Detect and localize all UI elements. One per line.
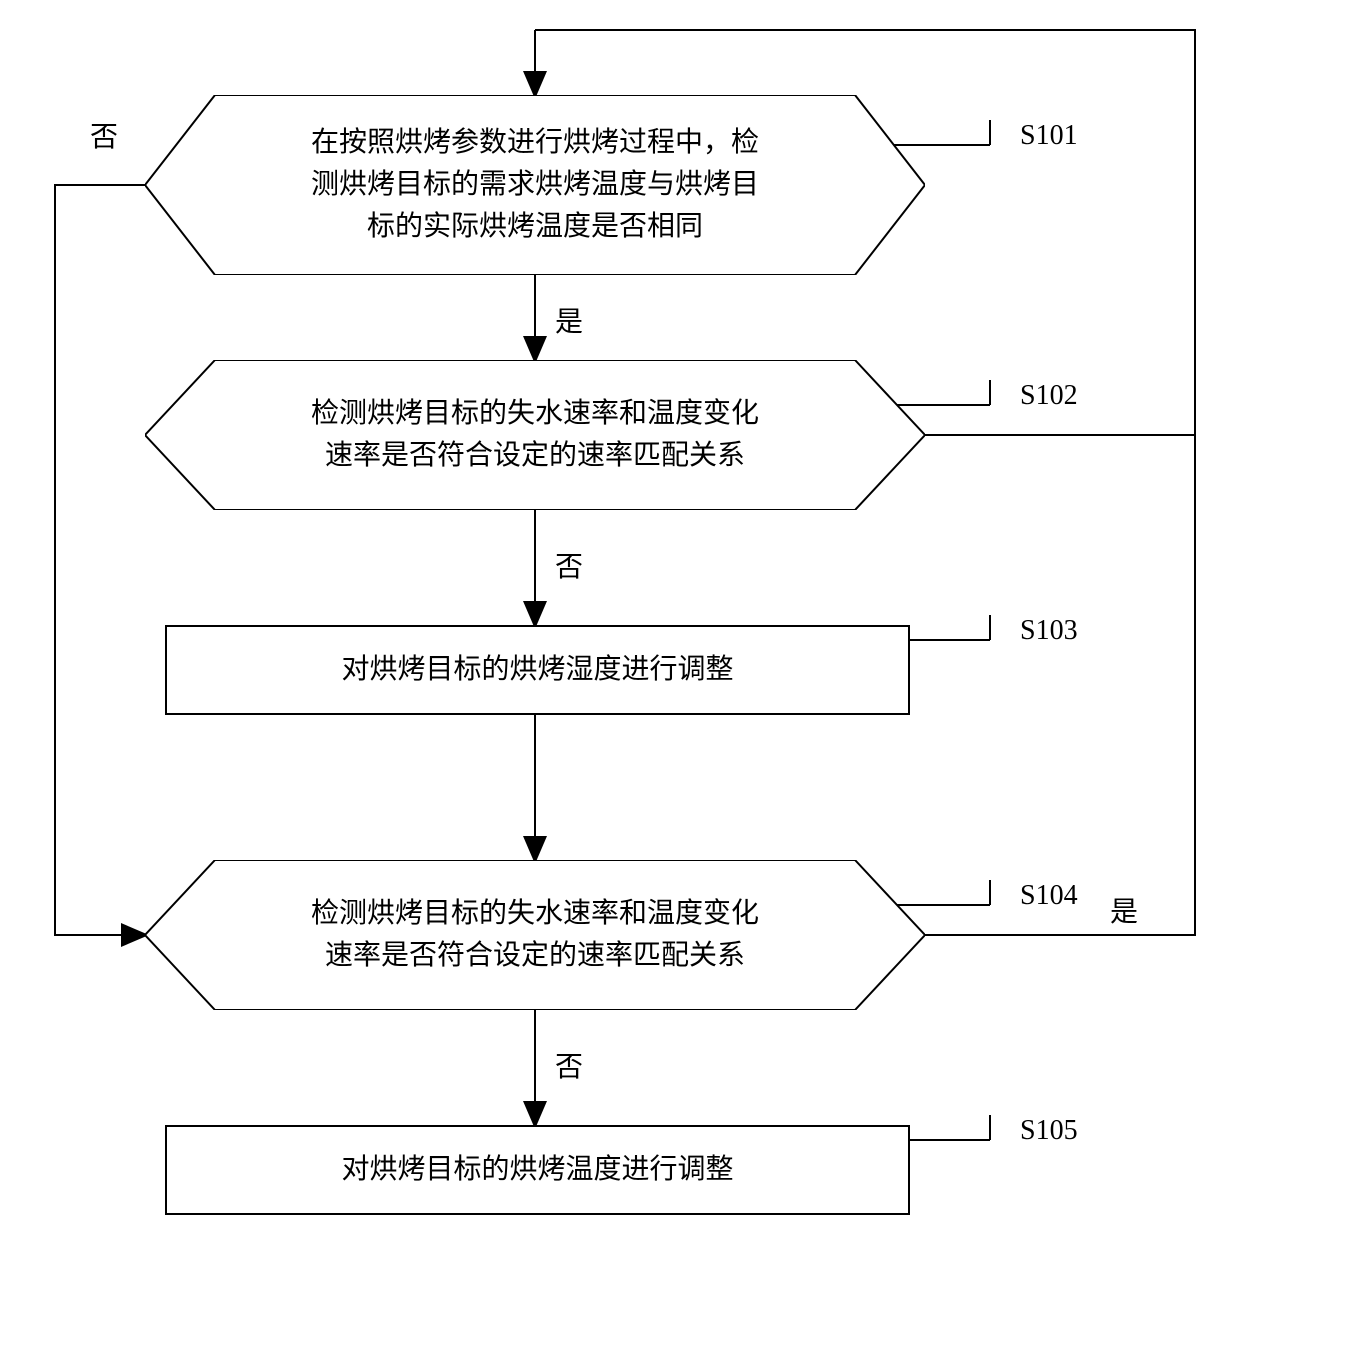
step-label-s101: S101 bbox=[1020, 120, 1078, 152]
decision-s104-text: 检测烘烤目标的失水速率和温度变化速率是否符合设定的速率匹配关系 bbox=[145, 860, 925, 1010]
edge-label-s104-yes: 是 bbox=[1110, 890, 1138, 930]
decision-s101: 在按照烘烤参数进行烘烤过程中，检测烘烤目标的需求烘烤温度与烘烤目标的实际烘烤温度… bbox=[145, 95, 925, 275]
step-label-s102: S102 bbox=[1020, 380, 1078, 412]
edge-label-s102-no: 否 bbox=[555, 545, 583, 585]
step-label-s104: S104 bbox=[1020, 880, 1078, 912]
process-s105-text: 对烘烤目标的烘烤温度进行调整 bbox=[341, 1149, 733, 1191]
flowchart-canvas: 在按照烘烤参数进行烘烤过程中，检测烘烤目标的需求烘烤温度与烘烤目标的实际烘烤温度… bbox=[0, 0, 1355, 1355]
decision-s101-text: 在按照烘烤参数进行烘烤过程中，检测烘烤目标的需求烘烤温度与烘烤目标的实际烘烤温度… bbox=[145, 95, 925, 275]
process-s103: 对烘烤目标的烘烤湿度进行调整 bbox=[165, 625, 910, 715]
decision-s104: 检测烘烤目标的失水速率和温度变化速率是否符合设定的速率匹配关系 bbox=[145, 860, 925, 1010]
step-label-s105: S105 bbox=[1020, 1115, 1078, 1147]
decision-s102-text: 检测烘烤目标的失水速率和温度变化速率是否符合设定的速率匹配关系 bbox=[145, 360, 925, 510]
edge-label-s101-no: 否 bbox=[90, 115, 118, 155]
edge-label-s104-no: 否 bbox=[555, 1045, 583, 1085]
process-s103-text: 对烘烤目标的烘烤湿度进行调整 bbox=[341, 649, 733, 691]
edge-label-s101-yes: 是 bbox=[555, 300, 583, 340]
process-s105: 对烘烤目标的烘烤温度进行调整 bbox=[165, 1125, 910, 1215]
decision-s102: 检测烘烤目标的失水速率和温度变化速率是否符合设定的速率匹配关系 bbox=[145, 360, 925, 510]
step-label-s103: S103 bbox=[1020, 615, 1078, 647]
